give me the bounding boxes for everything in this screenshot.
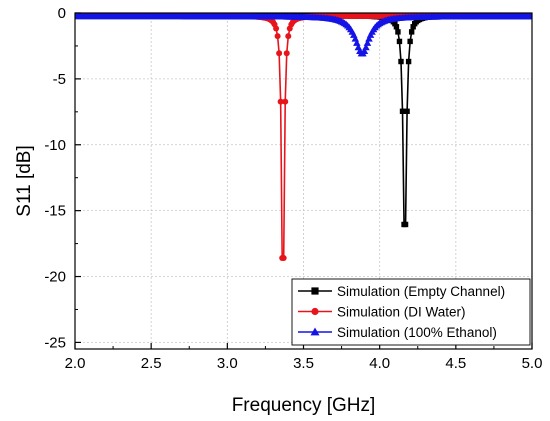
circle-marker [280, 254, 287, 261]
square-marker [407, 38, 413, 45]
circle-marker [283, 50, 290, 57]
circle-marker [273, 25, 280, 32]
square-marker [395, 29, 401, 35]
legend-label: Simulation (DI Water) [337, 305, 466, 320]
legend-entry: Simulation (Empty Channel) [298, 284, 505, 299]
triangle-marker [360, 47, 369, 55]
y-tick-label: -5 [53, 71, 66, 88]
square-marker [410, 24, 416, 30]
series-3 [75, 12, 532, 57]
x-tick-label: 5.0 [522, 355, 543, 372]
x-tick-label: 4.0 [369, 355, 390, 372]
x-tick-label: 3.5 [293, 355, 314, 372]
y-tick-label: -10 [44, 137, 66, 154]
square-marker [399, 108, 406, 114]
square-marker [392, 21, 398, 27]
square-marker [402, 221, 409, 228]
square-marker [408, 29, 415, 35]
legend-entry: Simulation (100% Ethanol) [298, 325, 497, 340]
square-marker [404, 108, 410, 114]
circle-marker [311, 307, 319, 316]
y-tick-label: -20 [44, 269, 66, 286]
legend-label: Simulation (Empty Channel) [337, 284, 505, 299]
circle-marker [277, 98, 284, 105]
square-marker [393, 24, 400, 30]
legend-entry: Simulation (DI Water) [298, 305, 466, 320]
y-tick-label: -25 [44, 334, 66, 351]
triangle-marker [353, 39, 361, 46]
axis-ticks: 2.0 2.5 3.0 3.5 4.0 4.5 5.0 0 -5 -10 -15 -20 -25 [44, 5, 542, 372]
square-marker [396, 38, 403, 45]
triangle-marker [310, 327, 320, 336]
x-tick-label: 3.0 [217, 355, 238, 372]
legend-label: Simulation (100% Ethanol) [337, 325, 497, 340]
x-tick-label: 2.5 [141, 355, 162, 372]
circle-marker [274, 33, 281, 40]
legend: Simulation (Empty Channel) Simulation (DI… [291, 278, 531, 346]
y-tick-label: -15 [44, 203, 66, 220]
triangle-marker [362, 43, 370, 51]
triangle-marker [365, 35, 373, 42]
circle-marker [276, 50, 283, 57]
triangle-marker [528, 12, 532, 20]
square-marker [311, 287, 319, 295]
series-layer [75, 12, 532, 261]
x-tick-label: 2.0 [65, 355, 86, 372]
x-tick-label: 4.5 [445, 355, 466, 372]
triangle-marker [363, 39, 372, 46]
circle-marker [285, 33, 292, 40]
plot-area [75, 12, 532, 261]
y-tick-label: 0 [58, 5, 66, 22]
y-axis-title: S11 [dB] [14, 145, 35, 216]
x-axis-title: Frequency [GHz] [232, 395, 376, 416]
square-marker [405, 58, 412, 65]
circle-marker [282, 98, 289, 105]
square-marker [398, 58, 404, 65]
